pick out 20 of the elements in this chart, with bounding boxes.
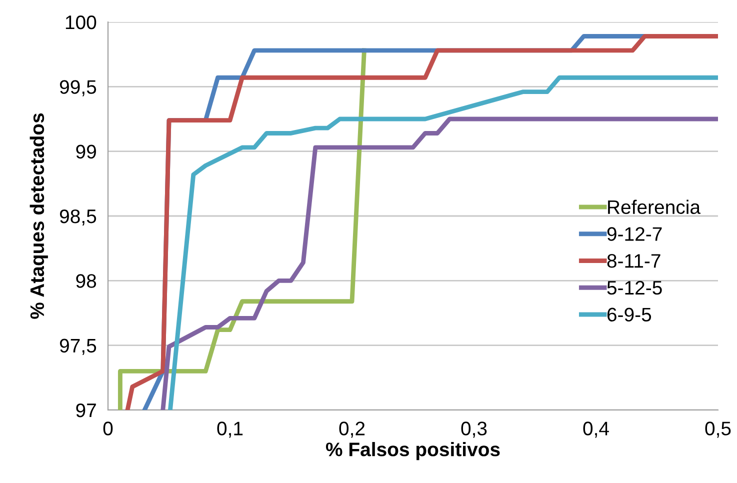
y-tick-label: 99,5	[60, 80, 96, 96]
legend-label: 5-12-5	[607, 280, 662, 295]
legend-label: 8-11-7	[607, 254, 660, 268]
x-tick-label: 0,3	[461, 422, 487, 438]
x-tick-label: 0	[103, 422, 113, 436]
legend-label: 9-12-7	[607, 227, 662, 241]
y-tick-label: 99	[76, 144, 96, 159]
legend-label: Referencia	[608, 200, 701, 214]
y-tick-label: 98,5	[60, 209, 96, 226]
x-tick-label: 0,1	[217, 422, 243, 438]
legend-label: 6-9-5	[607, 308, 652, 322]
y-tick-label: 97	[76, 403, 96, 418]
x-tick-label: 0,2	[339, 422, 365, 438]
x-tick-label: 0,5	[705, 422, 731, 438]
x-tick-label: 0,4	[583, 422, 609, 438]
x-axis-title: % Falsos positivos	[326, 442, 500, 460]
y-tick-label: 100	[66, 15, 96, 30]
y-axis-title: % Ataques detectados	[30, 113, 48, 319]
y-tick-label: 98	[76, 274, 96, 288]
y-tick-label: 97,5	[60, 338, 96, 355]
